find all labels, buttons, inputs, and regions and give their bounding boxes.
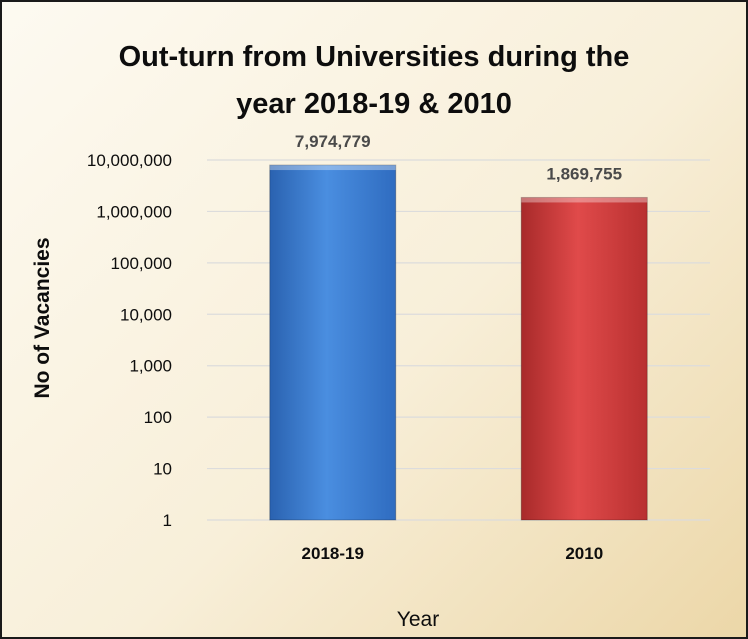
y-axis-title: No of Vacancies <box>31 237 54 398</box>
y-tick-label: 10,000 <box>120 305 172 324</box>
data-label: 1,869,755 <box>546 164 622 183</box>
category-label: 2010 <box>565 544 603 563</box>
bar-highlight <box>269 165 396 171</box>
bar-highlight <box>521 197 648 203</box>
y-tick-label: 1 <box>163 511 172 530</box>
y-tick-labels: 1 10 100 1,000 10,000 100,000 1,000,000 10,000,… <box>87 151 172 530</box>
bars <box>269 164 648 521</box>
chart-title-line-1: Out-turn from Universities during the <box>119 41 630 73</box>
chart-title-line-2: year 2018-19 & 2010 <box>236 88 512 120</box>
x-axis-title: Year <box>397 608 439 631</box>
y-tick-label: 100 <box>144 408 172 427</box>
y-tick-label: 1,000 <box>129 357 172 376</box>
bar <box>520 196 648 521</box>
data-labels: 7,974,779 1,869,755 <box>295 132 622 183</box>
y-tick-label: 100,000 <box>111 254 172 273</box>
bar <box>269 164 397 521</box>
category-label: 2018-19 <box>302 544 364 563</box>
y-tick-label: 10 <box>153 460 172 479</box>
y-tick-label: 1,000,000 <box>96 202 172 221</box>
data-label: 7,974,779 <box>295 132 371 151</box>
category-labels: 2018-19 2010 <box>302 544 604 563</box>
y-tick-label: 10,000,000 <box>87 151 172 170</box>
